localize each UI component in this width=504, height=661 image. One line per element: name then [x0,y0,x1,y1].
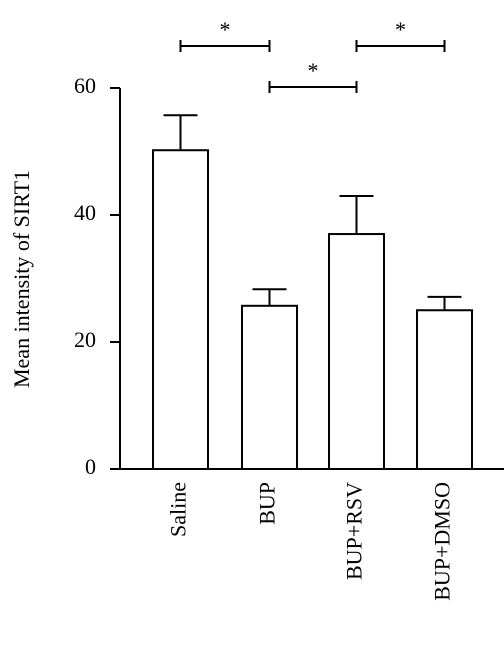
y-tick-label: 20 [74,327,96,352]
x-tick-label: BUP+DMSO [430,482,455,601]
bar [416,309,473,470]
bar [328,233,385,470]
y-tick-label: 0 [85,454,96,479]
x-tick-label: Saline [166,482,191,537]
significance-label: * [220,17,231,42]
bar [152,149,209,470]
y-tick-label: 40 [74,200,96,225]
bar [241,304,298,470]
significance-label: * [308,58,319,83]
y-axis-label: Mean intensity of SIRT1 [9,170,34,388]
x-tick-label: BUP+RSV [342,482,367,580]
significance-label: * [395,17,406,42]
y-tick-label: 60 [74,73,96,98]
x-tick-label: BUP [255,482,280,525]
